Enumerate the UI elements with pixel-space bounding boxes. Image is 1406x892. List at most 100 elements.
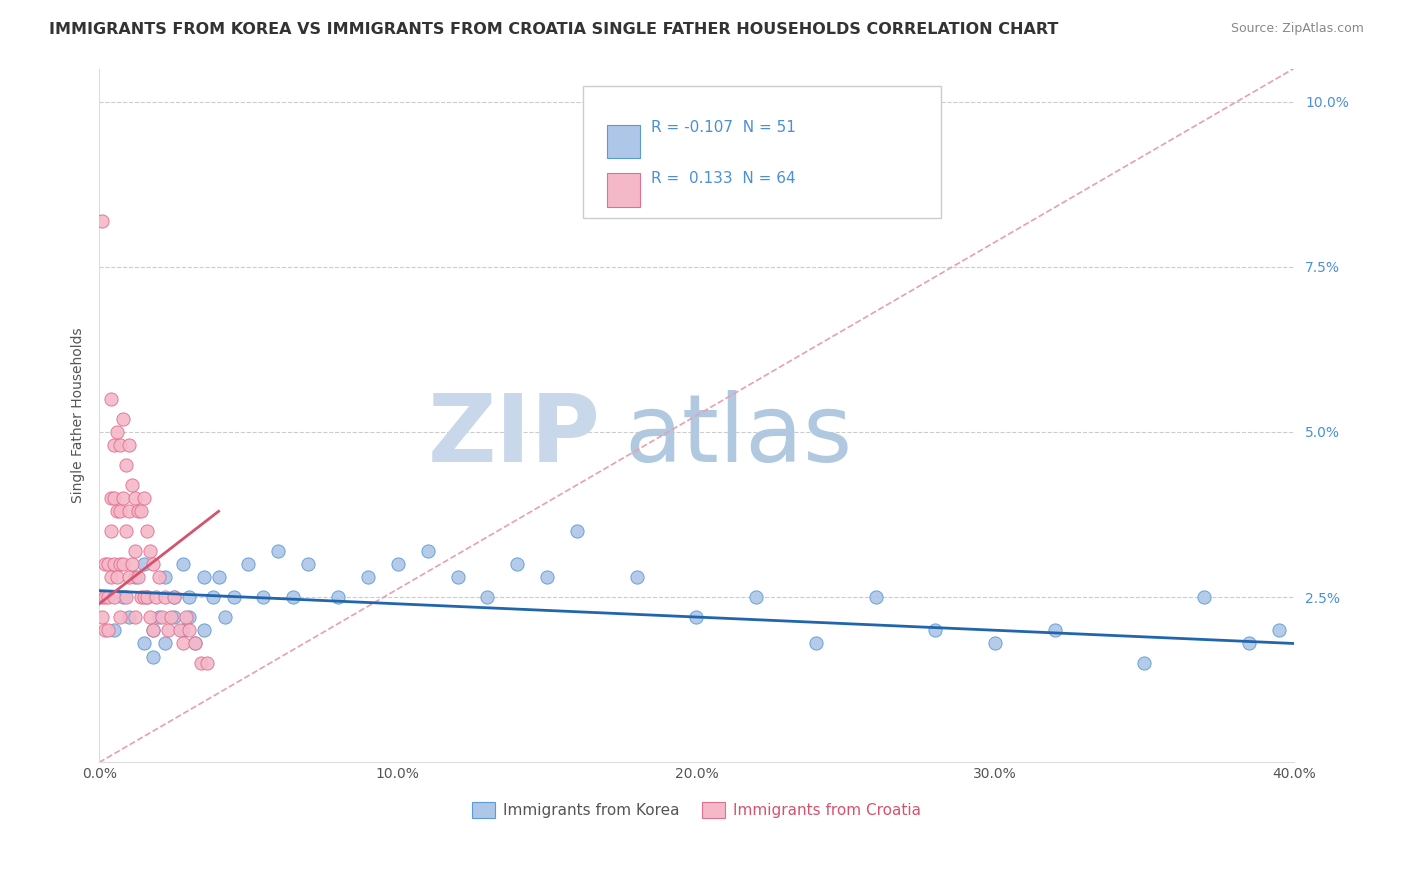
Point	[124, 570, 146, 584]
Point	[477, 591, 499, 605]
Point	[115, 591, 138, 605]
Point	[177, 624, 200, 638]
Point	[91, 213, 114, 227]
Point	[132, 557, 155, 571]
Point	[145, 591, 167, 605]
FancyBboxPatch shape	[583, 86, 942, 218]
Point	[169, 624, 191, 638]
Point	[139, 544, 162, 558]
Point	[124, 491, 146, 505]
Point	[172, 557, 194, 571]
Point	[201, 591, 224, 605]
Point	[193, 624, 215, 638]
Point	[222, 591, 245, 605]
Point	[97, 557, 120, 571]
Point	[108, 504, 131, 518]
Point	[153, 636, 176, 650]
Point	[97, 624, 120, 638]
Bar	[607, 173, 640, 207]
Point	[387, 557, 409, 571]
Point	[1043, 624, 1066, 638]
Point	[142, 649, 165, 664]
Point	[267, 544, 290, 558]
Point	[159, 610, 181, 624]
Point	[865, 591, 887, 605]
Point	[506, 557, 529, 571]
Point	[139, 610, 162, 624]
Point	[174, 610, 197, 624]
Point	[124, 544, 146, 558]
Point	[111, 591, 134, 605]
Point	[357, 570, 380, 584]
Point	[115, 524, 138, 538]
Point	[121, 557, 143, 571]
Point	[446, 570, 468, 584]
Point	[745, 591, 768, 605]
Point	[1133, 657, 1156, 671]
Point	[105, 425, 128, 439]
Point	[100, 570, 122, 584]
Point	[103, 591, 125, 605]
Point	[111, 557, 134, 571]
Point	[214, 610, 236, 624]
Point	[177, 591, 200, 605]
Point	[163, 610, 186, 624]
Point	[127, 504, 149, 518]
Point	[124, 610, 146, 624]
Point	[172, 624, 194, 638]
Point	[252, 591, 274, 605]
Point	[94, 557, 117, 571]
Point	[135, 591, 157, 605]
Point	[207, 570, 229, 584]
Point	[135, 591, 157, 605]
Point	[1237, 636, 1260, 650]
Point	[804, 636, 827, 650]
Text: atlas: atlas	[624, 391, 853, 483]
Point	[111, 411, 134, 425]
Point	[148, 570, 170, 584]
Point	[121, 478, 143, 492]
Point	[177, 610, 200, 624]
Point	[127, 570, 149, 584]
Point	[105, 570, 128, 584]
Point	[142, 557, 165, 571]
Point	[132, 591, 155, 605]
Point	[150, 610, 173, 624]
Point	[156, 624, 179, 638]
Point	[132, 636, 155, 650]
Y-axis label: Single Father Households: Single Father Households	[72, 327, 86, 503]
Point	[129, 504, 152, 518]
Point	[193, 570, 215, 584]
Point	[132, 491, 155, 505]
Point	[103, 557, 125, 571]
Point	[153, 591, 176, 605]
Point	[183, 636, 205, 650]
Point	[100, 392, 122, 406]
Point	[118, 438, 141, 452]
Point	[984, 636, 1007, 650]
Point	[100, 524, 122, 538]
Point	[108, 438, 131, 452]
Bar	[607, 125, 640, 158]
Point	[91, 591, 114, 605]
Point	[153, 570, 176, 584]
Point	[108, 557, 131, 571]
Point	[103, 624, 125, 638]
Point	[135, 524, 157, 538]
Point	[163, 591, 186, 605]
Point	[1192, 591, 1215, 605]
Point	[190, 657, 212, 671]
Point	[142, 624, 165, 638]
Point	[115, 458, 138, 472]
Point	[626, 570, 648, 584]
Point	[100, 491, 122, 505]
Point	[91, 610, 114, 624]
Legend: Immigrants from Korea, Immigrants from Croatia: Immigrants from Korea, Immigrants from C…	[467, 796, 927, 824]
Point	[685, 610, 707, 624]
Point	[118, 570, 141, 584]
Text: R = -0.107  N = 51: R = -0.107 N = 51	[651, 120, 796, 135]
Point	[565, 524, 588, 538]
Point	[118, 504, 141, 518]
Point	[94, 624, 117, 638]
Point	[183, 636, 205, 650]
